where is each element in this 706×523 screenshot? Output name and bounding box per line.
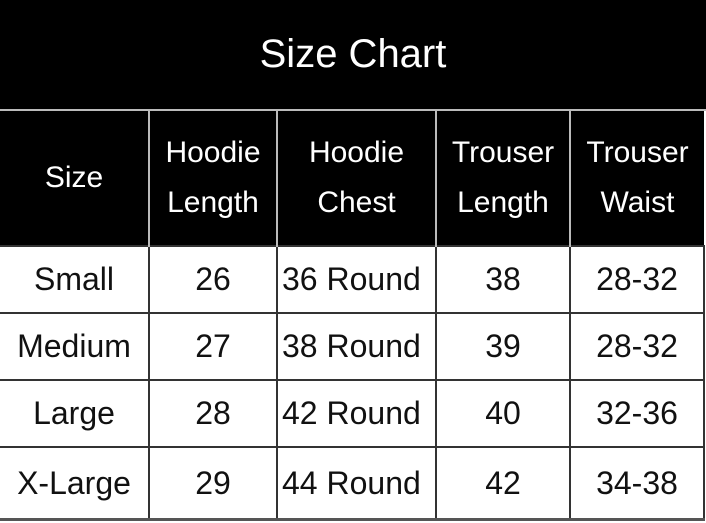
table-row: Small 26 36 Round 38 28-32 [0, 245, 705, 314]
header-trouser-length: Trouser Length [435, 111, 570, 246]
table-row: Medium 27 38 Round 39 28-32 [0, 312, 705, 381]
cell-trouser-length: 40 [435, 379, 571, 448]
cell-trouser-waist: 34-38 [569, 446, 705, 521]
cell-hoodie-chest: 44 Round [276, 446, 437, 521]
cell-hoodie-length: 26 [148, 245, 278, 314]
cell-trouser-length: 39 [435, 312, 571, 381]
cell-trouser-length: 42 [435, 446, 571, 521]
cell-hoodie-length: 28 [148, 379, 278, 448]
size-table: Size Hoodie Length Hoodie Chest Trouser Len… [0, 111, 705, 521]
cell-hoodie-chest: 36 Round [276, 245, 437, 314]
cell-trouser-length: 38 [435, 245, 571, 314]
cell-hoodie-chest: 38 Round [276, 312, 437, 381]
cell-size: Small [0, 245, 150, 314]
header-hoodie-length: Hoodie Length [148, 111, 277, 246]
cell-size: Medium [0, 312, 150, 381]
table-row: Large 28 42 Round 40 32-36 [0, 379, 705, 448]
header-trouser-waist: Trouser Waist [569, 111, 704, 246]
divider [0, 109, 706, 111]
cell-size: X-Large [0, 446, 150, 521]
table-row: X-Large 29 44 Round 42 34-38 [0, 446, 705, 521]
cell-trouser-waist: 32-36 [569, 379, 705, 448]
chart-title: Size Chart [0, 0, 706, 109]
cell-trouser-waist: 28-32 [569, 312, 705, 381]
header-size: Size [0, 111, 149, 246]
cell-trouser-waist: 28-32 [569, 245, 705, 314]
cell-size: Large [0, 379, 150, 448]
cell-hoodie-chest: 42 Round [276, 379, 437, 448]
cell-hoodie-length: 27 [148, 312, 278, 381]
cell-hoodie-length: 29 [148, 446, 278, 521]
header-row: Size Hoodie Length Hoodie Chest Trouser Len… [0, 111, 704, 246]
header-hoodie-chest: Hoodie Chest [276, 111, 436, 246]
